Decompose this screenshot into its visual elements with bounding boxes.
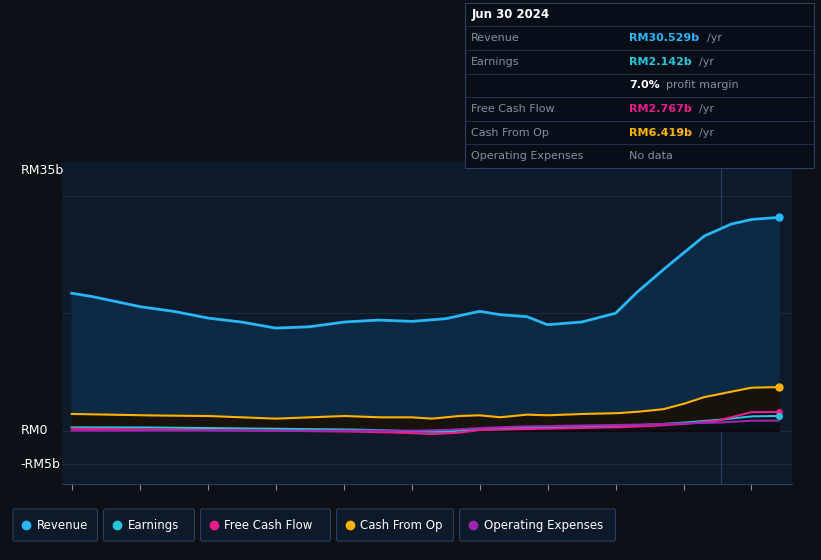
- Text: Free Cash Flow: Free Cash Flow: [471, 104, 555, 114]
- Text: Operating Expenses: Operating Expenses: [484, 519, 603, 531]
- Text: /yr: /yr: [699, 104, 713, 114]
- Text: RM2.767b: RM2.767b: [629, 104, 691, 114]
- Text: RM30.529b: RM30.529b: [629, 33, 699, 43]
- Text: Earnings: Earnings: [127, 519, 179, 531]
- Text: No data: No data: [629, 151, 672, 161]
- FancyBboxPatch shape: [200, 509, 331, 541]
- Text: /yr: /yr: [699, 57, 713, 67]
- FancyBboxPatch shape: [13, 509, 98, 541]
- Text: profit margin: profit margin: [666, 81, 738, 90]
- Text: Cash From Op: Cash From Op: [360, 519, 443, 531]
- Text: 7.0%: 7.0%: [629, 81, 659, 90]
- Text: Cash From Op: Cash From Op: [471, 128, 549, 138]
- Text: Revenue: Revenue: [37, 519, 89, 531]
- Text: /yr: /yr: [707, 33, 722, 43]
- FancyBboxPatch shape: [103, 509, 195, 541]
- Text: Jun 30 2024: Jun 30 2024: [471, 8, 549, 21]
- Text: RM6.419b: RM6.419b: [629, 128, 692, 138]
- FancyBboxPatch shape: [337, 509, 453, 541]
- Text: Operating Expenses: Operating Expenses: [471, 151, 584, 161]
- Text: -RM5b: -RM5b: [21, 458, 61, 471]
- Text: RM0: RM0: [21, 424, 48, 437]
- Text: Revenue: Revenue: [471, 33, 520, 43]
- Text: RM2.142b: RM2.142b: [629, 57, 691, 67]
- FancyBboxPatch shape: [460, 509, 616, 541]
- Text: Free Cash Flow: Free Cash Flow: [224, 519, 313, 531]
- Text: Earnings: Earnings: [471, 57, 520, 67]
- Text: RM35b: RM35b: [21, 164, 64, 178]
- Text: /yr: /yr: [699, 128, 713, 138]
